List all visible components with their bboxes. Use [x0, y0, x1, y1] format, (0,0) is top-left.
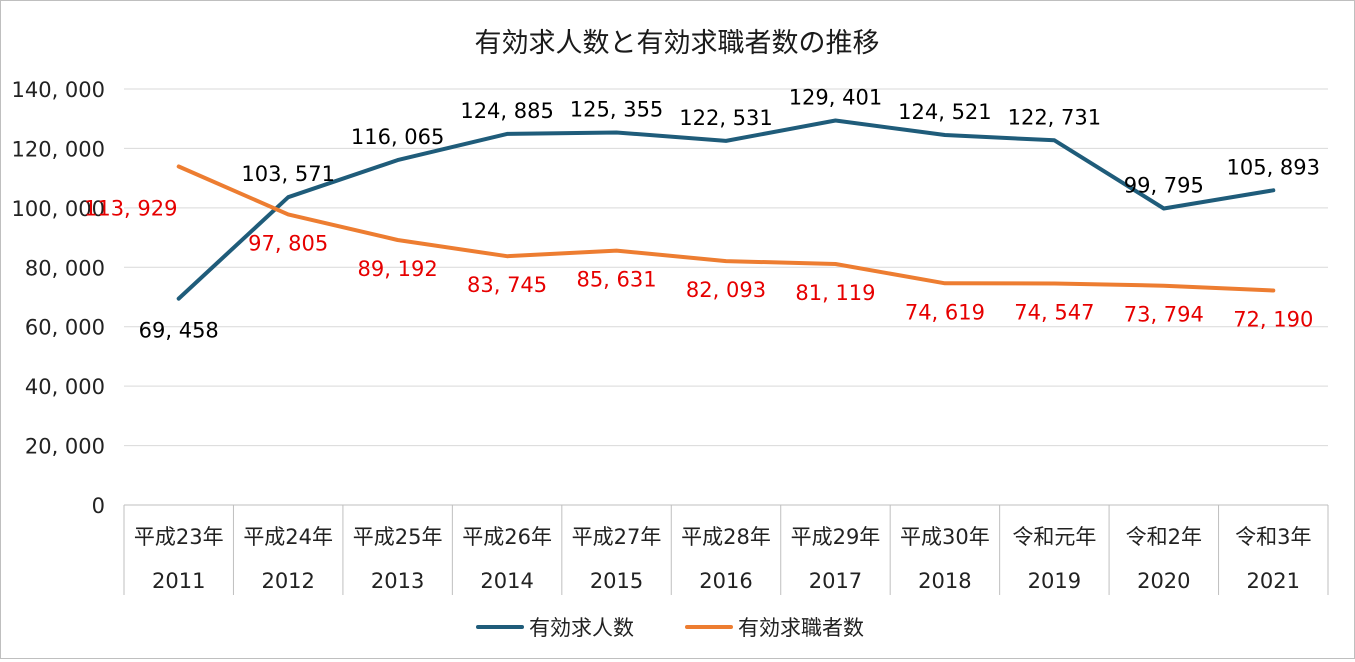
x-tick-year-label: 2016 [699, 569, 752, 593]
x-tick-year-label: 2018 [918, 569, 971, 593]
x-tick-era-label: 令和元年 [1012, 525, 1096, 549]
x-tick-year-label: 2013 [371, 569, 424, 593]
x-tick-era-label: 平成29年 [791, 525, 881, 549]
legend: 有効求人数 有効求職者数 [476, 616, 864, 640]
x-tick-era-label: 平成23年 [134, 525, 224, 549]
x-tick-year-label: 2021 [1247, 569, 1300, 593]
data-label-series-1: 124, 885 [460, 99, 554, 123]
series-lines [176, 118, 1276, 301]
data-label-series-1: 122, 731 [1008, 105, 1102, 129]
x-tick-year-label: 2011 [152, 569, 205, 593]
x-tick-era-label: 令和2年 [1126, 525, 1202, 549]
data-label-series-1: 105, 893 [1227, 155, 1321, 179]
y-tick-label: 80, 000 [25, 256, 105, 280]
data-label-series-2: 74, 547 [1014, 300, 1094, 324]
y-tick-label: 140, 000 [11, 78, 105, 102]
x-tick-era-label: 平成26年 [462, 525, 552, 549]
x-tick-year-label: 2020 [1137, 569, 1190, 593]
y-tick-label: 120, 000 [11, 137, 105, 161]
y-tick-label: 0 [92, 494, 105, 518]
data-label-series-1: 99, 795 [1124, 173, 1204, 197]
x-tick-era-label: 令和3年 [1235, 525, 1311, 549]
data-label-series-1: 69, 458 [139, 319, 219, 343]
data-label-series-1: 129, 401 [789, 85, 883, 109]
data-label-series-2: 72, 190 [1233, 307, 1313, 331]
x-tick-era-label: 平成28年 [681, 525, 771, 549]
y-tick-label: 20, 000 [25, 435, 105, 459]
data-label-series-2: 73, 794 [1124, 303, 1204, 327]
chart-title: 有効求人数と有効求職者数の推移 [475, 28, 880, 59]
legend-label-2: 有効求職者数 [738, 616, 864, 640]
y-tick-label: 40, 000 [25, 375, 105, 399]
data-labels: 69, 458 103, 571 116, 065 124, 885 125, 355 1… [84, 85, 1320, 342]
data-label-series-2: 83, 745 [467, 273, 547, 297]
x-tick-year-label: 2012 [261, 569, 314, 593]
data-label-series-1: 125, 355 [570, 98, 664, 122]
x-tick-year-label: 2017 [809, 569, 862, 593]
data-label-series-1: 103, 571 [241, 162, 335, 186]
x-tick-year-label: 2019 [1028, 569, 1081, 593]
data-label-series-2: 97, 805 [248, 231, 328, 255]
data-label-series-2: 89, 192 [358, 257, 438, 281]
data-label-series-2: 85, 631 [576, 268, 656, 292]
y-tick-label: 100, 000 [11, 197, 105, 221]
x-axis: 平成23年 2011 平成24年 2012 平成25年 2013 平成26年 2014 平成27… [123, 504, 1329, 595]
data-label-series-1: 122, 531 [679, 106, 773, 130]
data-label-series-1: 124, 521 [898, 100, 992, 124]
data-label-series-1: 116, 065 [351, 125, 445, 149]
series-line-1 [176, 118, 1276, 301]
data-label-series-2: 82, 093 [686, 278, 766, 302]
x-tick-era-label: 平成24年 [243, 525, 333, 549]
data-label-series-2: 74, 619 [905, 300, 985, 324]
legend-label-1: 有効求人数 [529, 616, 634, 640]
gridlines [124, 88, 1328, 447]
x-tick-year-label: 2015 [590, 569, 643, 593]
data-label-series-2: 81, 119 [795, 281, 875, 305]
x-tick-year-label: 2014 [480, 569, 533, 593]
y-tick-label: 60, 000 [25, 316, 105, 340]
series-line-2 [176, 164, 1276, 293]
data-label-series-2: 113, 929 [84, 196, 178, 220]
x-tick-era-label: 平成30年 [900, 525, 990, 549]
y-axis: 0 20, 000 40, 000 60, 000 80, 000 100, 000 120… [11, 78, 105, 518]
x-tick-era-label: 平成25年 [353, 525, 443, 549]
x-tick-era-label: 平成27年 [572, 525, 662, 549]
